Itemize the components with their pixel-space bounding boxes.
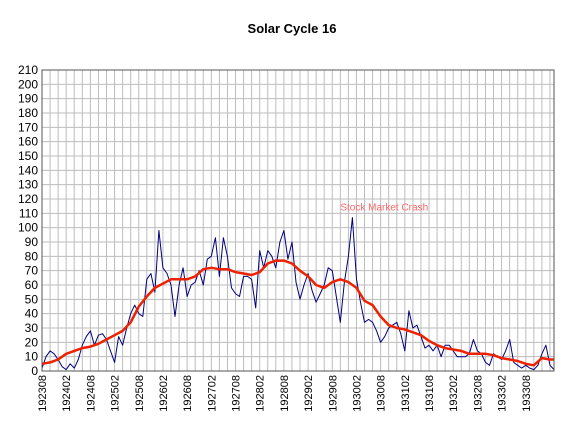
y-tick-label: 110 — [19, 206, 38, 220]
y-tick-label: 0 — [31, 364, 38, 378]
y-tick-label: 120 — [18, 192, 38, 206]
y-tick-label: 170 — [18, 120, 38, 134]
y-tick-label: 20 — [25, 335, 39, 349]
x-tick-label: 192802 — [255, 375, 267, 412]
y-tick-label: 30 — [25, 321, 39, 335]
y-tick-label: 40 — [25, 307, 39, 321]
annotations: Stock Market Crash — [340, 202, 428, 213]
x-tick-label: 193102 — [400, 375, 412, 412]
y-tick-label: 200 — [18, 77, 38, 91]
x-tick-label: 192808 — [279, 375, 291, 412]
x-tick-label: 192908 — [327, 375, 339, 412]
x-tick-label: 193302 — [497, 375, 509, 412]
x-tick-label: 192402 — [61, 375, 73, 412]
annotation-stock-market-crash: Stock Market Crash — [340, 202, 428, 213]
x-tick-label: 192708 — [231, 375, 243, 412]
y-tick-label: 80 — [25, 249, 39, 263]
x-tick-label: 192608 — [182, 375, 194, 412]
x-tick-label: 192502 — [110, 375, 122, 412]
x-tick-label: 193308 — [521, 375, 533, 412]
y-tick-label: 70 — [25, 264, 39, 278]
x-tick-label: 193202 — [448, 375, 460, 412]
x-tick-label: 192508 — [134, 375, 146, 412]
y-tick-label: 60 — [25, 278, 39, 292]
y-axis-ticks: 0102030405060708090100110120130140150160… — [18, 63, 38, 378]
x-axis-ticks: 192308 192402 192408 192502 192508 192602 1926… — [37, 375, 533, 412]
series-line-smoothed — [41, 259, 554, 367]
x-tick-label: 193008 — [376, 375, 388, 412]
y-tick-label: 210 — [18, 63, 38, 77]
x-tick-label: 192408 — [85, 375, 97, 412]
y-tick-label: 180 — [18, 106, 38, 120]
plot-frame — [41, 69, 555, 372]
x-tick-label: 193208 — [472, 375, 484, 412]
x-tick-label: 193002 — [351, 375, 363, 412]
y-tick-label: 90 — [25, 235, 39, 249]
y-tick-label: 140 — [18, 163, 38, 177]
y-tick-label: 160 — [18, 135, 38, 149]
chart-title: Solar Cycle 16 — [248, 21, 337, 36]
grid — [41, 69, 554, 372]
y-tick-label: 50 — [25, 292, 39, 306]
y-tick-label: 190 — [18, 92, 38, 106]
x-tick-label: 192602 — [158, 375, 170, 412]
x-tick-label: 192308 — [37, 375, 49, 412]
x-tick-label: 193108 — [424, 375, 436, 412]
y-tick-label: 10 — [25, 350, 39, 364]
y-tick-label: 100 — [18, 221, 38, 235]
series-group — [41, 217, 555, 371]
y-tick-label: 150 — [18, 149, 38, 163]
y-tick-label: 130 — [18, 178, 38, 192]
x-tick-label: 192702 — [206, 375, 218, 412]
x-tick-label: 192902 — [303, 375, 315, 412]
